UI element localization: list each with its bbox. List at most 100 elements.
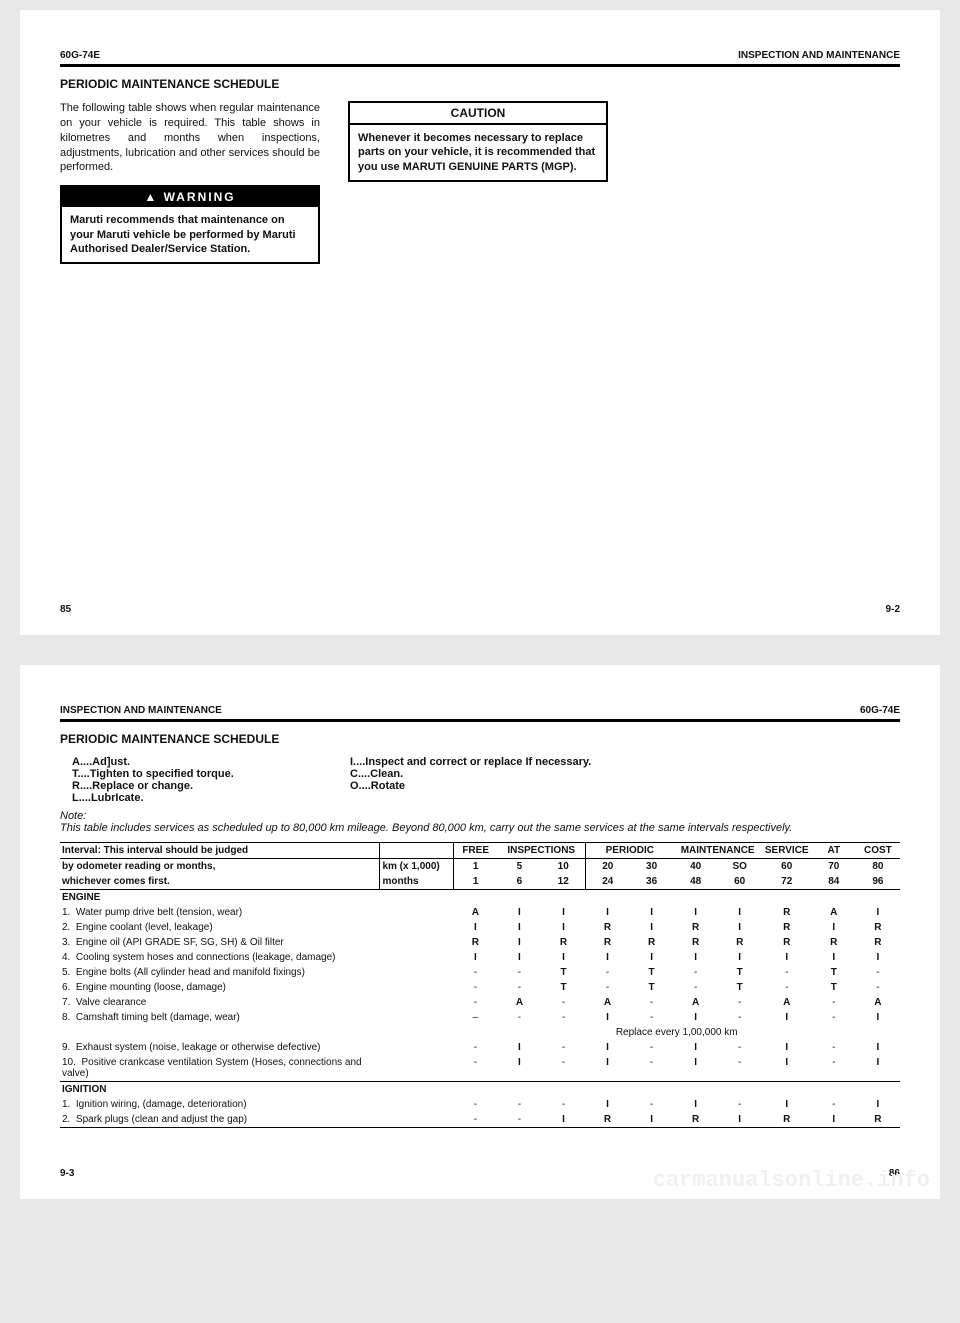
legend-row-4: L....LubrIcate. <box>60 792 900 804</box>
maint-cell: I <box>630 920 674 935</box>
item-desc: 7. Valve clearance <box>60 995 380 1010</box>
maint-cell: R <box>541 935 585 950</box>
header-title-2: INSPECTION AND MAINTENANCE <box>60 705 222 716</box>
table-head-row-1: Interval: This interval should be judged… <box>60 843 900 859</box>
maint-cell: - <box>541 995 585 1010</box>
maint-cell: I <box>674 950 718 965</box>
maint-cell: - <box>718 1055 762 1082</box>
maint-cell: I <box>497 905 541 920</box>
maint-cell: I <box>497 935 541 950</box>
table-head-row-3: whichever comes first. months 1 6 12 24 … <box>60 874 900 890</box>
head-maint: MAINTENANCE <box>674 843 762 859</box>
maint-cell: - <box>586 965 630 980</box>
doc-code-2: 60G-74E <box>860 705 900 716</box>
item-desc: 3. Engine oil (API GRADE SF, SG, SH) & O… <box>60 935 380 950</box>
maint-cell: T <box>718 965 762 980</box>
right-column: CAUTION Whenever it becomes necessary to… <box>348 101 608 264</box>
maint-cell: I <box>718 950 762 965</box>
legend-O: O....Rotate <box>350 780 900 792</box>
page2-header: INSPECTION AND MAINTENANCE 60G-74E <box>60 705 900 716</box>
table-row: 1. Water pump drive belt (tension, wear)… <box>60 905 900 920</box>
maint-cell: R <box>586 920 630 935</box>
maint-cell: - <box>586 980 630 995</box>
legend-row-3: R....Replace or change. O....Rotate <box>60 780 900 792</box>
maint-cell: A <box>586 995 630 1010</box>
maint-cell: I <box>674 905 718 920</box>
footer-right: 9-2 <box>886 604 900 615</box>
maint-cell: I <box>762 950 812 965</box>
head-free: FREE <box>453 843 497 859</box>
caution-body: Whenever it becomes necessary to replace… <box>350 125 606 180</box>
maint-cell: - <box>453 980 497 995</box>
section-row: IGNITION <box>60 1082 900 1098</box>
item-desc: 1. Ignition wiring, (damage, deteriorati… <box>60 1097 380 1112</box>
table-row: 4. Cooling system hoses and connections … <box>60 950 900 965</box>
maint-cell: - <box>812 995 856 1010</box>
maint-cell: I <box>856 1055 900 1082</box>
maint-cell: I <box>630 1112 674 1128</box>
maint-cell: I <box>453 920 497 935</box>
caution-heading: CAUTION <box>350 103 606 125</box>
maint-cell: R <box>812 935 856 950</box>
maint-cell: R <box>718 935 762 950</box>
maint-cell: I <box>718 920 762 935</box>
page-1: 60G-74E INSPECTION AND MAINTENANCE PERIO… <box>20 10 940 635</box>
two-column-area: The following table shows when regular m… <box>60 101 900 264</box>
table-row: 2. Engine coolant (level, leakage)IIIRIR… <box>60 920 900 935</box>
maint-cell: - <box>674 980 718 995</box>
maint-cell: - <box>718 1097 762 1112</box>
table-row: 7. Valve clearance-A-A-A-A-A <box>60 995 900 1010</box>
head-interval-1: Interval: This interval should be judged <box>60 843 380 859</box>
maint-cell: - <box>453 1112 497 1128</box>
maint-cell: - <box>762 965 812 980</box>
maint-cell: - <box>718 995 762 1010</box>
intro-text: The following table shows when regular m… <box>60 101 320 175</box>
maint-cell: - <box>812 1097 856 1112</box>
table-row: 10. Positive crankcase ventilation Syste… <box>60 1055 900 1082</box>
page1-header: 60G-74E INSPECTION AND MAINTENANCE <box>60 50 900 61</box>
maint-cell: I <box>497 1055 541 1082</box>
warning-body: Maruti recommends that maintenance on yo… <box>62 207 318 262</box>
section-title: PERIODIC MAINTENANCE SCHEDULE <box>60 77 900 91</box>
section-title-2: PERIODIC MAINTENANCE SCHEDULE <box>60 732 900 746</box>
maint-cell: I <box>856 1010 900 1025</box>
table-row: 5. Engine bolts (All cylinder head and m… <box>60 965 900 980</box>
table-row: 2. Spark plugs (clean and adjust the gap… <box>60 1112 900 1128</box>
item-desc: 5. Engine bolts (All cylinder head and m… <box>60 965 380 980</box>
maint-cell: I <box>541 950 585 965</box>
maint-cell: R <box>856 1112 900 1128</box>
maint-cell: I <box>586 905 630 920</box>
maint-cell: I <box>856 1040 900 1055</box>
maint-cell: - <box>762 980 812 995</box>
maint-cell: T <box>541 980 585 995</box>
maint-cell: - <box>630 1055 674 1082</box>
legend-row-1: A....Ad]ust. I....Inspect and correct or… <box>60 756 900 768</box>
maint-cell: I <box>812 950 856 965</box>
item-desc: 1. Water pump drive belt (tension, wear) <box>60 905 380 920</box>
head-insp: INSPECTIONS <box>497 843 585 859</box>
maint-cell: A <box>674 995 718 1010</box>
head-interval-2: by odometer reading or months, <box>60 859 380 875</box>
header-title: INSPECTION AND MAINTENANCE <box>738 50 900 61</box>
left-column: The following table shows when regular m… <box>60 101 320 264</box>
maint-cell: I <box>497 950 541 965</box>
legend-A: A....Ad]ust. <box>60 756 350 768</box>
maint-cell: I <box>762 1055 812 1082</box>
maint-cell: - <box>541 1010 585 1025</box>
maint-cell: - <box>497 1097 541 1112</box>
footer-left-2: 9-3 <box>60 1168 74 1179</box>
note-block: Note: This table includes services as sc… <box>60 810 900 834</box>
maint-cell: I <box>812 920 856 935</box>
maint-cell: R <box>762 905 812 920</box>
maint-cell: I <box>856 1097 900 1112</box>
maint-cell: - <box>812 1055 856 1082</box>
caution-box: CAUTION Whenever it becomes necessary to… <box>348 101 608 182</box>
item-desc: 9. Exhaust system (noise, leakage or oth… <box>60 1040 380 1055</box>
maint-cell: A <box>497 995 541 1010</box>
table-row: 1. Ignition wiring, (damage, deteriorati… <box>60 1097 900 1112</box>
maint-cell: - <box>674 965 718 980</box>
maint-cell: T <box>812 980 856 995</box>
maint-cell: I <box>718 1112 762 1128</box>
maint-cell: - <box>497 1112 541 1128</box>
page1-footer: 85 9-2 <box>60 604 900 615</box>
